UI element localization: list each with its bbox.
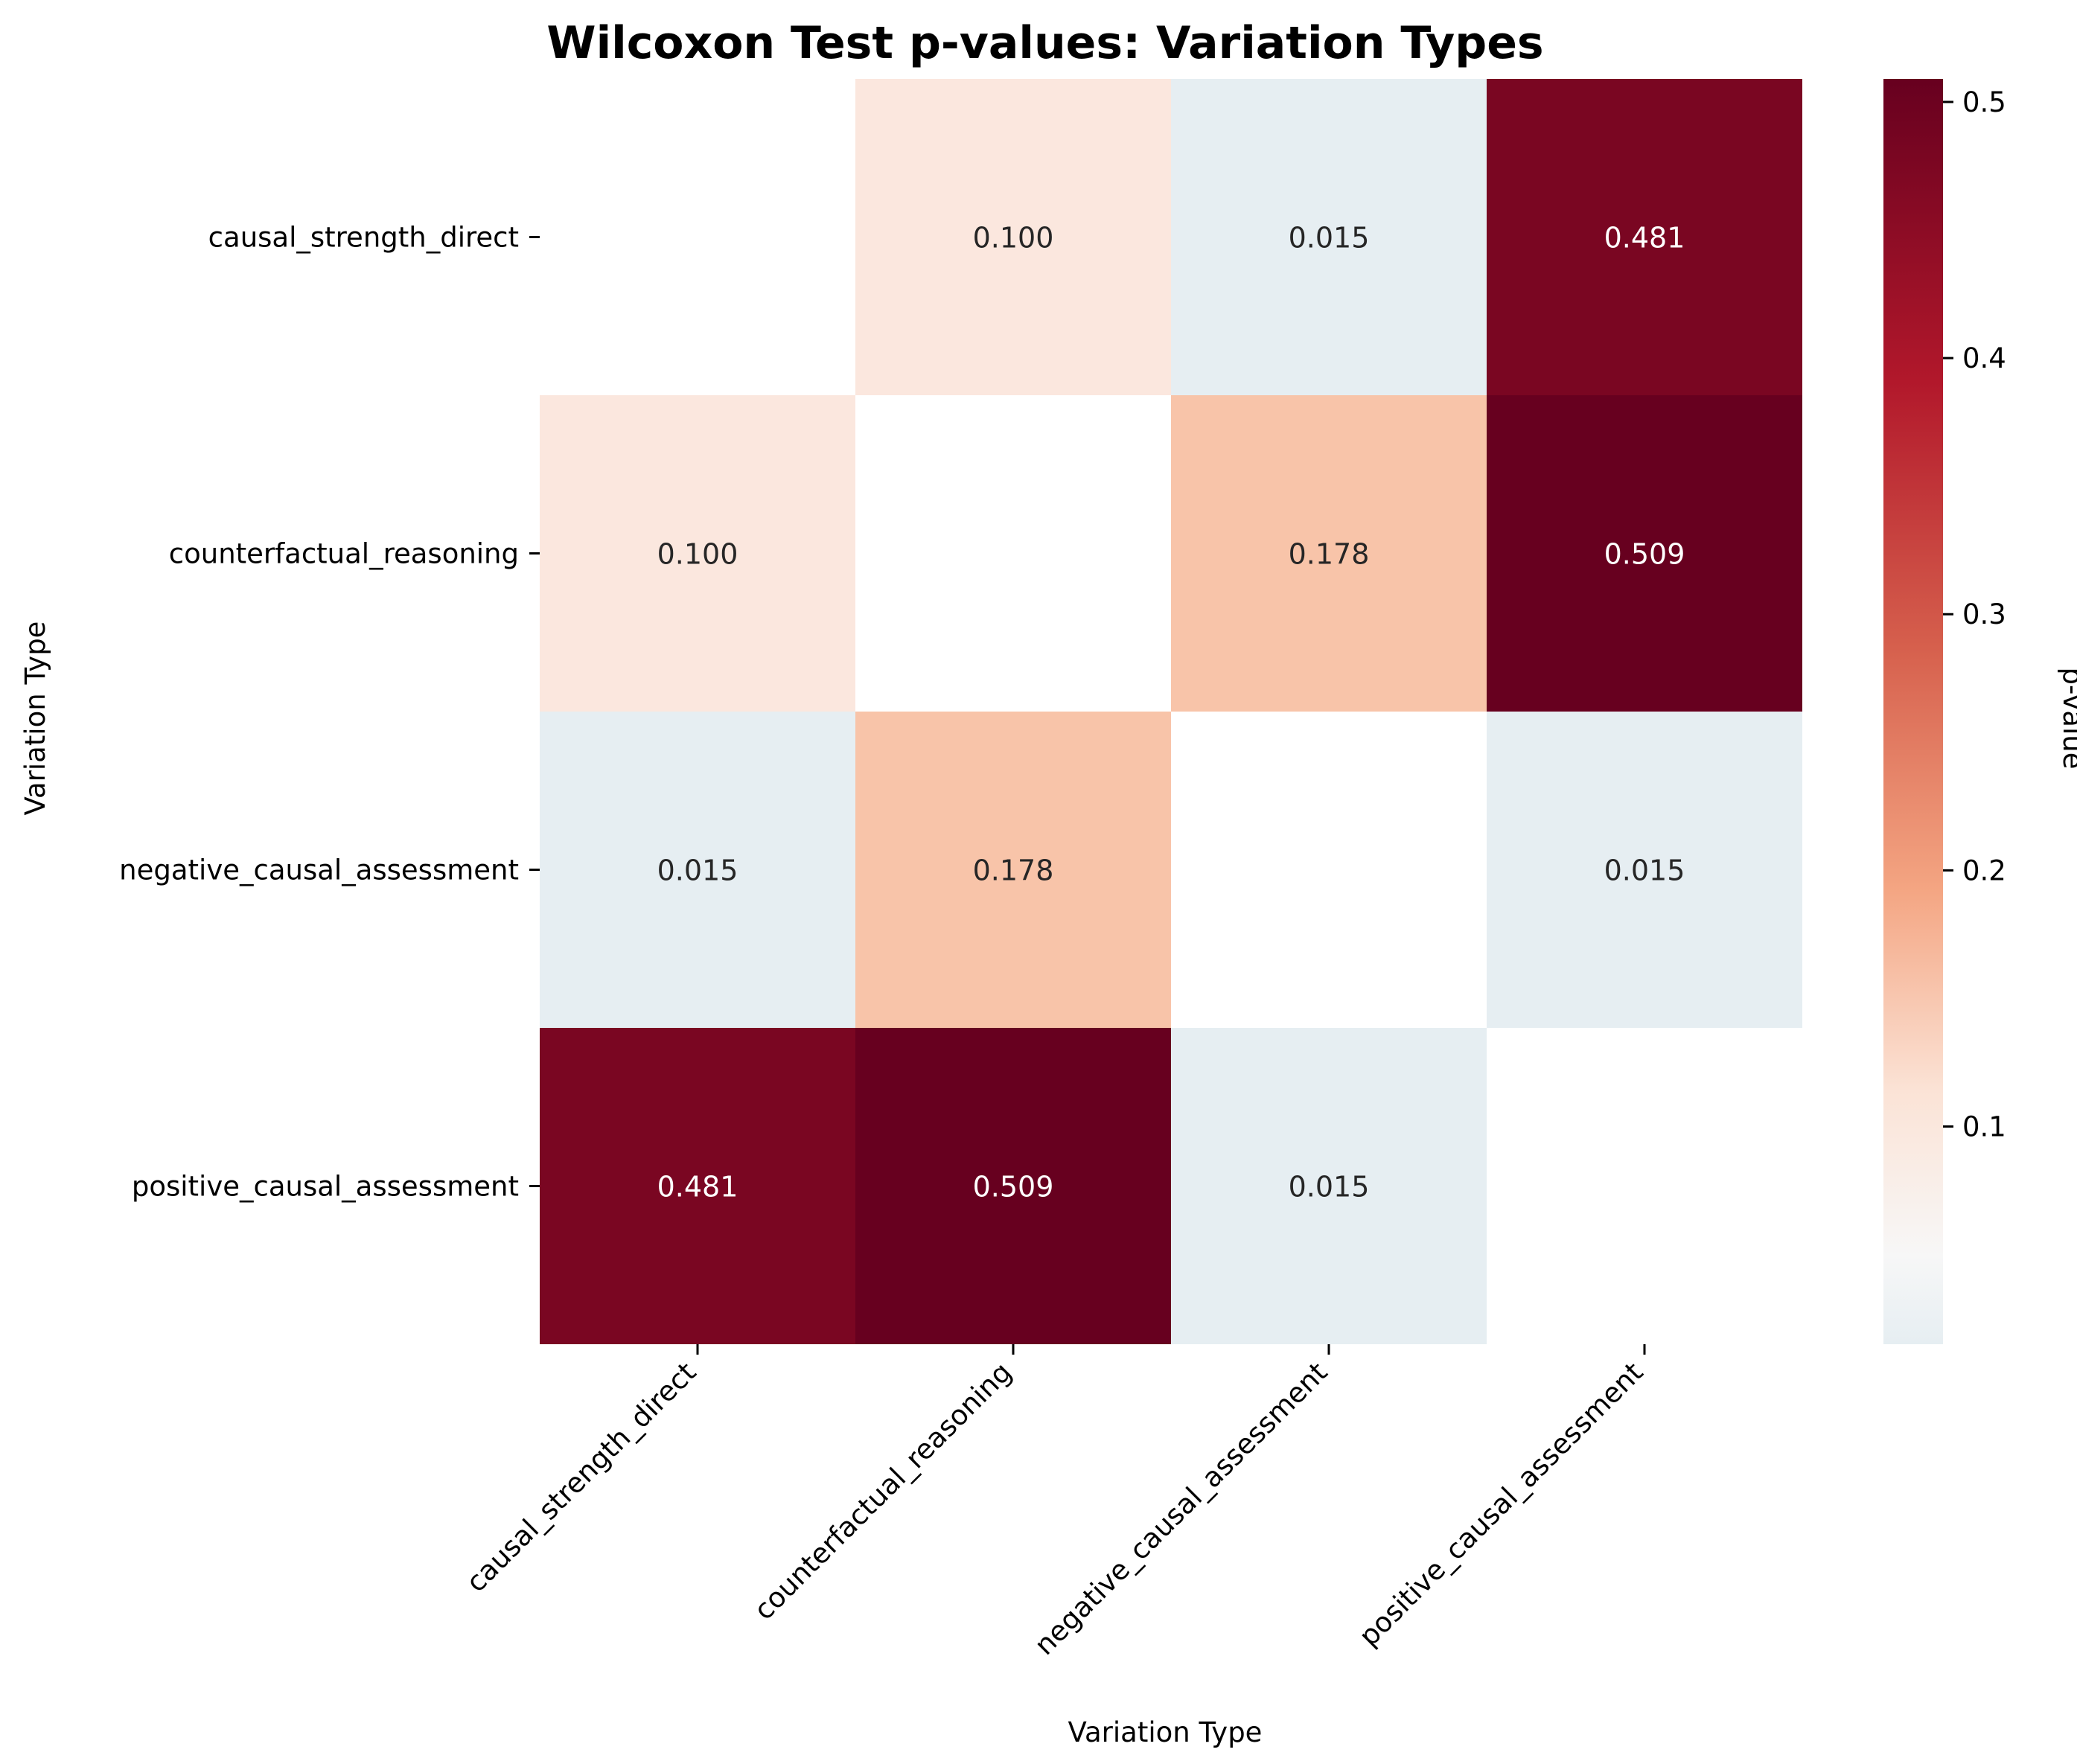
colorbar-tick-label: 0.3 <box>1962 598 2006 630</box>
x-tick-label: causal_strength_direct <box>460 1356 703 1599</box>
x-tick-label: negative_causal_assessment <box>1028 1356 1333 1661</box>
y-tick-label: causal_strength_direct <box>208 222 519 254</box>
colorbar-label: p-value <box>2057 668 2077 770</box>
colorbar-tick-label: 0.1 <box>1962 1111 2006 1143</box>
colorbar-ticks: 0.1 0.2 0.3 0.4 0.5 <box>1943 86 2006 1143</box>
heatmap-cell <box>540 395 855 712</box>
colorbar-tick-label: 0.4 <box>1962 342 2006 374</box>
cell-labels: 0.100 0.015 0.481 0.100 0.178 0.509 0.015 0.178… <box>657 222 1685 1204</box>
heatmap-cell <box>855 79 1171 395</box>
cell-value-label: 0.509 <box>1604 538 1685 571</box>
y-tick-label: positive_causal_assessment <box>132 1171 519 1203</box>
heatmap-cell <box>855 1028 1171 1344</box>
heatmap-cell <box>1171 395 1487 712</box>
cell-value-label: 0.178 <box>1289 538 1370 571</box>
cell-value-label: 0.015 <box>1289 1171 1370 1204</box>
y-axis-ticks: causal_strength_direct counterfactual_rea… <box>119 222 540 1203</box>
cell-value-label: 0.509 <box>973 1171 1054 1204</box>
colorbar: 0.1 0.2 0.3 0.4 0.5 p-value <box>1883 79 2077 1344</box>
heatmap-cells <box>540 79 1802 1344</box>
y-tick-label: negative_causal_assessment <box>119 854 519 886</box>
heatmap-cell <box>1171 79 1487 395</box>
cell-value-label: 0.100 <box>973 222 1054 255</box>
chart-title: Wilcoxon Test p-values: Variation Types <box>546 17 1543 69</box>
colorbar-tick-label: 0.2 <box>1962 854 2006 886</box>
cell-value-label: 0.015 <box>657 854 738 887</box>
x-tick-label: counterfactual_reasoning <box>747 1356 1018 1626</box>
cell-value-label: 0.015 <box>1604 854 1685 887</box>
heatmap-cell <box>855 712 1171 1028</box>
y-tick-label: counterfactual_reasoning <box>169 538 519 570</box>
cell-value-label: 0.481 <box>657 1171 738 1204</box>
colorbar-gradient <box>1883 79 1943 1344</box>
y-axis-label: Variation Type <box>19 621 51 816</box>
x-axis-ticks: causal_strength_direct counterfactual_rea… <box>460 1344 1649 1661</box>
cell-value-label: 0.100 <box>657 538 738 571</box>
colorbar-tick-label: 0.5 <box>1962 86 2006 118</box>
cell-value-label: 0.178 <box>973 854 1054 887</box>
heatmap-cell <box>1487 79 1802 395</box>
heatmap-cell <box>1487 712 1802 1028</box>
heatmap-cell <box>540 1028 855 1344</box>
cell-value-label: 0.481 <box>1604 222 1685 255</box>
heatmap-cell <box>1487 395 1802 712</box>
heatmap-cell <box>540 712 855 1028</box>
x-tick-label: positive_causal_assessment <box>1353 1356 1649 1652</box>
heatmap-cell <box>1171 1028 1487 1344</box>
cell-value-label: 0.015 <box>1289 222 1370 255</box>
x-axis-label: Variation Type <box>1068 1716 1263 1748</box>
